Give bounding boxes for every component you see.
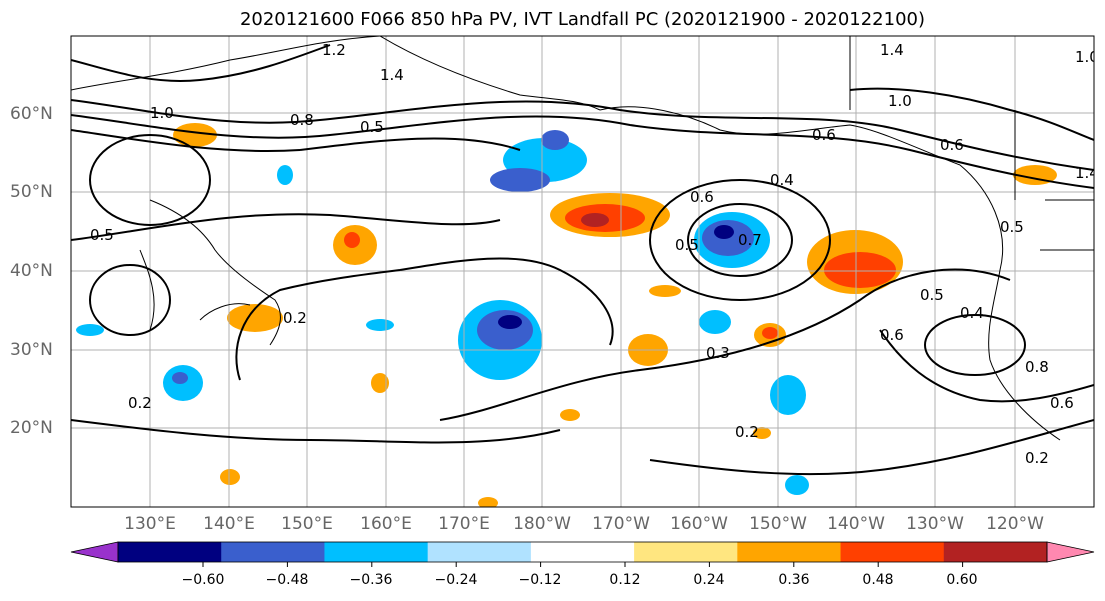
colorbar-tick-label: 0.24: [693, 572, 725, 588]
contour-label-group: 1.2 1.4 1.4 1.0 1.4 1.0 0.8 0.5 0.6 0.4 0.6 0.5 0.7 0…: [90, 41, 1099, 467]
contour-label: 0.2: [128, 394, 152, 412]
contour-label: 0.2: [283, 309, 307, 327]
colorbar-tick-label: −0.24: [434, 572, 478, 588]
contour-label: 0.5: [1000, 218, 1024, 236]
colorbar-tick-label: −0.60: [181, 572, 225, 588]
contour-label: 0.6: [690, 188, 714, 206]
colorbar-tick-label: 0.48: [862, 572, 894, 588]
colorbar-tick-label: 0.12: [609, 572, 641, 588]
lat-label-60n: 60°N: [10, 104, 53, 124]
ivt-contours: [71, 44, 1094, 476]
colorbar-tick-label: −0.12: [518, 572, 562, 588]
pv-anomaly-shading: [76, 123, 1057, 507]
contour-label: 1.4: [1075, 164, 1099, 182]
lon-label-140w: 140°W: [827, 514, 885, 534]
contour-label: 0.5: [920, 286, 944, 304]
coastlines: [71, 36, 1094, 441]
lon-label-130w: 130°W: [906, 514, 964, 534]
contour-label: 0.7: [738, 231, 762, 249]
lat-label-50n: 50°N: [10, 182, 53, 202]
contour-label: 0.6: [1050, 394, 1074, 412]
lon-label-120w: 120°W: [986, 514, 1044, 534]
contour-label: 0.5: [90, 226, 114, 244]
contour-label: 1.2: [322, 41, 346, 59]
colorbar-tick-label: 0.36: [778, 572, 810, 588]
lon-label-130e: 130°E: [124, 514, 176, 534]
colorbar-tick-label: −0.48: [265, 572, 309, 588]
contour-label: 0.5: [675, 236, 699, 254]
contour-label: 0.8: [1025, 358, 1049, 376]
lon-label-170w: 170°W: [592, 514, 650, 534]
contour-label: 1.0: [888, 92, 912, 110]
contour-label: 0.2: [1025, 449, 1049, 467]
lat-label-20n: 20°N: [10, 418, 53, 438]
contour-label: 0.3: [706, 344, 730, 362]
contour-label: 0.5: [360, 118, 384, 136]
map-frame: [70, 35, 1095, 508]
lon-label-180w: 180°W: [513, 514, 571, 534]
lat-label-30n: 30°N: [10, 340, 53, 360]
lon-label-160w: 160°W: [670, 514, 728, 534]
lon-label-170e: 170°E: [438, 514, 490, 534]
contour-label: 0.4: [770, 171, 794, 189]
contour-label: 1.4: [880, 41, 904, 59]
contour-label: 0.6: [880, 326, 904, 344]
contour-label: 1.4: [380, 66, 404, 84]
lat-label-40n: 40°N: [10, 261, 53, 281]
lon-label-150e: 150°E: [281, 514, 333, 534]
colorbar-tick-label: −0.36: [349, 572, 393, 588]
contour-label: 1.0: [1075, 48, 1099, 66]
colorbar-tick-label: 0.60: [946, 572, 978, 588]
contour-label: 0.4: [960, 304, 984, 322]
lon-label-150w: 150°W: [749, 514, 807, 534]
contour-label: 0.8: [290, 111, 314, 129]
lon-label-140e: 140°E: [203, 514, 255, 534]
graticule: [71, 36, 1094, 507]
contour-label: 1.0: [150, 104, 174, 122]
contour-label: 0.6: [812, 126, 836, 144]
figure-title: 2020121600 F066 850 hPa PV, IVT Landfall…: [239, 9, 926, 30]
lon-label-160e: 160°E: [360, 514, 412, 534]
contour-label: 0.2: [735, 423, 759, 441]
contour-label: 0.6: [940, 136, 964, 154]
